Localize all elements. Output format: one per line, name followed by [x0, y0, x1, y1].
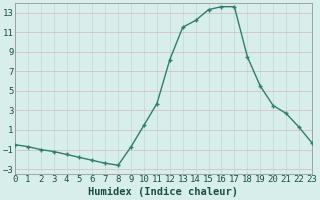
X-axis label: Humidex (Indice chaleur): Humidex (Indice chaleur) — [88, 187, 238, 197]
